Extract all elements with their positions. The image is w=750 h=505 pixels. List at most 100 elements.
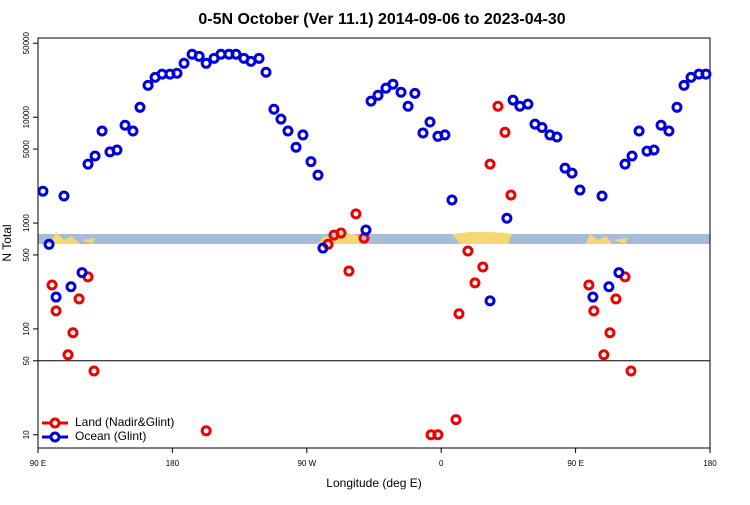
point bbox=[583, 279, 595, 291]
point bbox=[402, 100, 414, 112]
point bbox=[395, 86, 407, 98]
point bbox=[501, 212, 513, 224]
legend-label: Ocean (Glint) bbox=[75, 429, 146, 443]
point bbox=[655, 119, 667, 131]
point bbox=[484, 295, 496, 307]
point bbox=[633, 125, 645, 137]
point bbox=[127, 125, 139, 137]
point bbox=[365, 95, 377, 107]
point bbox=[178, 57, 190, 69]
point bbox=[492, 100, 504, 112]
point bbox=[343, 265, 355, 277]
legend-label: Land (Nadir&Glint) bbox=[75, 415, 174, 429]
point bbox=[588, 305, 600, 317]
point bbox=[372, 89, 384, 101]
point bbox=[522, 98, 534, 110]
point bbox=[648, 144, 660, 156]
point bbox=[477, 261, 489, 273]
point bbox=[111, 144, 123, 156]
point bbox=[505, 189, 517, 201]
point bbox=[43, 238, 55, 250]
plot-frame bbox=[37, 37, 711, 449]
point bbox=[268, 103, 280, 115]
y-tick-label: 5000 bbox=[22, 140, 31, 158]
point bbox=[312, 169, 324, 181]
point bbox=[566, 167, 578, 179]
x-axis-label: Longitude (deg E) bbox=[326, 476, 421, 490]
legend-marker bbox=[49, 431, 61, 443]
point bbox=[73, 293, 85, 305]
y-tick-label: 1000 bbox=[22, 214, 31, 232]
point bbox=[134, 101, 146, 113]
x-tick-label: 90 E bbox=[30, 459, 46, 468]
point bbox=[335, 227, 347, 239]
point bbox=[469, 277, 481, 289]
x-tick-label: 180 bbox=[166, 459, 180, 468]
point bbox=[603, 281, 615, 293]
point bbox=[317, 242, 329, 254]
x-tick-label: 90 W bbox=[297, 459, 316, 468]
point bbox=[574, 184, 586, 196]
point bbox=[200, 57, 212, 69]
point bbox=[260, 66, 272, 78]
point bbox=[253, 52, 265, 64]
point bbox=[450, 414, 462, 426]
point bbox=[50, 305, 62, 317]
point bbox=[507, 94, 519, 106]
point bbox=[88, 365, 100, 377]
x-tick-label: 0 bbox=[439, 459, 444, 468]
point bbox=[432, 429, 444, 441]
point bbox=[50, 291, 62, 303]
point bbox=[439, 129, 451, 141]
x-tick-label: 90 E bbox=[567, 459, 583, 468]
y-tick-label: 500 bbox=[22, 248, 31, 262]
legend-marker bbox=[49, 417, 61, 429]
point bbox=[598, 349, 610, 361]
point bbox=[551, 131, 563, 143]
point bbox=[46, 279, 58, 291]
point bbox=[625, 365, 637, 377]
y-tick-label: 100 bbox=[22, 322, 31, 336]
point bbox=[409, 87, 421, 99]
point bbox=[424, 116, 436, 128]
point bbox=[446, 194, 458, 206]
point bbox=[663, 125, 675, 137]
point bbox=[297, 129, 309, 141]
point bbox=[559, 162, 571, 174]
point bbox=[290, 141, 302, 153]
point bbox=[193, 50, 205, 62]
point bbox=[417, 127, 429, 139]
point bbox=[58, 190, 70, 202]
point bbox=[626, 150, 638, 162]
y-tick-label: 50 bbox=[22, 356, 31, 365]
point bbox=[536, 121, 548, 133]
x-tick-label: 180 bbox=[703, 459, 717, 468]
y-axis-label: N Total bbox=[0, 224, 14, 261]
land-mask-strip bbox=[38, 232, 710, 244]
point bbox=[613, 267, 625, 279]
point bbox=[499, 126, 511, 138]
point bbox=[142, 79, 154, 91]
point bbox=[275, 113, 287, 125]
point bbox=[305, 156, 317, 168]
point bbox=[171, 67, 183, 79]
point bbox=[360, 224, 372, 236]
y-tick-label: 50000 bbox=[22, 32, 31, 55]
point bbox=[350, 208, 362, 220]
point bbox=[462, 245, 474, 257]
point bbox=[282, 125, 294, 137]
point bbox=[387, 78, 399, 90]
point bbox=[610, 293, 622, 305]
point bbox=[453, 308, 465, 320]
point bbox=[484, 158, 496, 170]
y-tick-label: 10000 bbox=[22, 106, 31, 129]
point bbox=[200, 425, 212, 437]
y-tick-label: 10 bbox=[22, 430, 31, 439]
point bbox=[82, 158, 94, 170]
point bbox=[700, 68, 712, 80]
point bbox=[65, 281, 77, 293]
point bbox=[37, 185, 49, 197]
point bbox=[67, 327, 79, 339]
point bbox=[678, 79, 690, 91]
